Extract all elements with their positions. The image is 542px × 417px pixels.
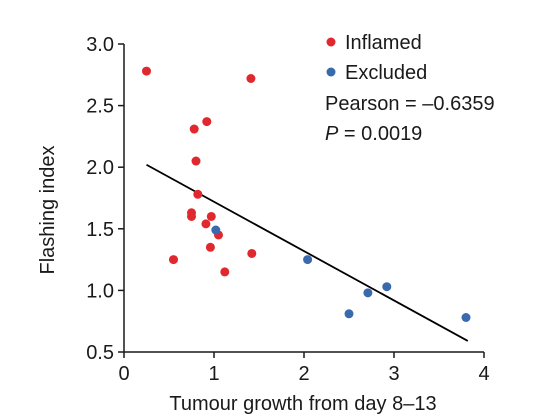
x-tick-label: 3	[388, 363, 399, 385]
pearson-annotation: Pearson = –0.6359	[325, 93, 495, 115]
legend: Inflamed Excluded	[326, 32, 427, 84]
axes: 0 1 2 3 4 0.5 1.0 1.5 2.0 2.5 3.0	[86, 34, 489, 385]
data-point-inflamed	[247, 248, 257, 258]
x-axis-label: Tumour growth from day 8–13	[169, 393, 436, 415]
y-tick-label: 3.0	[86, 34, 114, 56]
data-point-excluded	[461, 313, 471, 323]
data-point-inflamed	[193, 189, 203, 199]
data-point-inflamed	[191, 156, 201, 166]
x-tick-label: 4	[478, 363, 489, 385]
y-tick-label: 1.0	[86, 280, 114, 302]
data-point-inflamed	[189, 124, 199, 134]
data-point-inflamed	[220, 267, 230, 277]
p-value-annotation: P = 0.0019	[325, 123, 422, 145]
y-axis-label: Flashing index	[37, 146, 59, 275]
data-point-inflamed	[205, 242, 215, 252]
x-tick-label: 2	[298, 363, 309, 385]
data-point-inflamed	[246, 73, 256, 83]
data-point-inflamed	[142, 66, 151, 76]
y-tick-label: 1.5	[86, 219, 114, 241]
y-tick-label: 2.0	[86, 157, 114, 179]
data-point-inflamed	[169, 255, 178, 265]
x-ticks: 0 1 2 3 4	[118, 352, 490, 385]
data-point-inflamed	[201, 219, 211, 229]
data-point-inflamed	[202, 117, 212, 127]
legend-marker-excluded	[326, 67, 336, 77]
x-tick-label: 0	[118, 363, 129, 385]
data-point-excluded	[363, 288, 373, 298]
data-point-inflamed	[206, 211, 216, 221]
data-point-excluded	[303, 255, 313, 265]
legend-label-inflamed: Inflamed	[345, 32, 422, 54]
legend-label-excluded: Excluded	[345, 62, 427, 84]
y-tick-label: 0.5	[86, 342, 114, 364]
data-point-inflamed	[187, 211, 196, 221]
x-tick-label: 1	[208, 363, 219, 385]
p-symbol: P	[325, 123, 339, 145]
p-value: = 0.0019	[338, 123, 422, 145]
data-point-excluded	[382, 282, 392, 292]
data-point-excluded	[344, 309, 354, 319]
legend-marker-inflamed	[326, 37, 336, 47]
data-point-excluded	[211, 225, 221, 235]
y-ticks: 0.5 1.0 1.5 2.0 2.5 3.0	[86, 34, 124, 364]
data-points	[142, 66, 471, 323]
y-tick-label: 2.5	[86, 96, 114, 118]
